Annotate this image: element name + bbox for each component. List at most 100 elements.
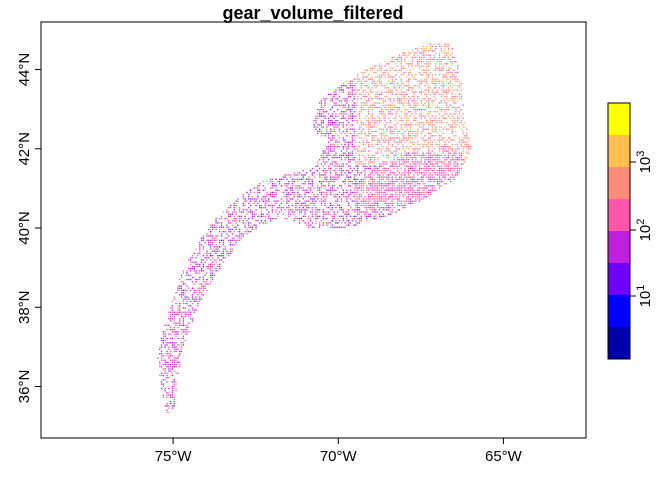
- raster-cell: [266, 180, 268, 183]
- raster-cell: [170, 394, 172, 396]
- raster-cell: [331, 130, 333, 133]
- raster-cell: [451, 93, 453, 95]
- raster-cell: [413, 106, 415, 109]
- raster-cell: [404, 189, 406, 191]
- raster-cell: [417, 63, 419, 65]
- raster-cell: [444, 54, 446, 56]
- raster-cell: [398, 100, 401, 102]
- raster-cell: [455, 124, 457, 126]
- raster-cell: [438, 150, 441, 152]
- raster-cell: [191, 255, 194, 257]
- raster-cell: [346, 215, 348, 217]
- raster-cell: [324, 150, 326, 152]
- raster-cell: [378, 180, 381, 183]
- raster-cell: [446, 150, 448, 152]
- raster-cell: [346, 220, 348, 222]
- raster-cell: [186, 329, 188, 331]
- raster-cell: [400, 156, 402, 159]
- raster-cell: [304, 196, 306, 198]
- raster-cell: [313, 119, 315, 122]
- raster-cell: [159, 348, 161, 350]
- raster-cell: [457, 159, 459, 161]
- raster-cell: [449, 54, 452, 56]
- raster-cell: [438, 174, 441, 176]
- raster-cell: [328, 93, 330, 95]
- raster-cell: [393, 189, 395, 191]
- raster-cell: [380, 85, 382, 87]
- raster-cell: [449, 180, 452, 183]
- raster-cell: [331, 146, 333, 148]
- raster-cell: [351, 109, 353, 111]
- raster-cell: [340, 143, 343, 146]
- raster-cell: [353, 85, 355, 87]
- raster-cell: [400, 124, 402, 126]
- raster-cell: [428, 189, 430, 191]
- raster-cell: [417, 196, 419, 198]
- raster-cell: [246, 228, 248, 231]
- raster-cell: [326, 180, 328, 183]
- raster-cell: [369, 167, 372, 170]
- raster-cell: [195, 298, 197, 300]
- raster-cell: [348, 109, 350, 111]
- raster-cell: [351, 217, 353, 220]
- raster-cell: [384, 215, 386, 217]
- raster-cell: [348, 161, 350, 163]
- raster-cell: [411, 74, 413, 76]
- raster-cell: [273, 204, 275, 207]
- raster-cell: [333, 189, 335, 191]
- raster-cell: [384, 76, 386, 78]
- raster-cell: [349, 93, 352, 95]
- raster-cell: [404, 100, 406, 102]
- raster-cell: [440, 100, 442, 102]
- raster-cell: [244, 217, 246, 220]
- raster-cell: [322, 211, 324, 213]
- raster-cell: [242, 196, 244, 198]
- raster-cell: [458, 113, 461, 115]
- raster-cell: [349, 95, 352, 98]
- raster-cell: [235, 204, 237, 207]
- raster-cell: [360, 211, 362, 213]
- raster-cell: [208, 283, 210, 285]
- raster-cell: [435, 106, 437, 109]
- raster-cell: [417, 191, 419, 194]
- raster-cell: [402, 178, 404, 180]
- raster-cell: [404, 202, 406, 204]
- raster-cell: [462, 124, 464, 126]
- raster-cell: [406, 76, 408, 78]
- raster-cell: [349, 80, 352, 82]
- raster-cell: [293, 172, 295, 174]
- raster-cell: [408, 80, 410, 82]
- raster-cell: [275, 189, 277, 191]
- raster-cell: [328, 137, 330, 139]
- raster-cell: [411, 187, 413, 189]
- raster-cell: [413, 196, 415, 198]
- raster-cell: [168, 324, 170, 326]
- raster-cell: [382, 183, 384, 185]
- raster-cell: [389, 122, 392, 124]
- raster-cell: [397, 91, 399, 93]
- raster-cell: [190, 274, 192, 276]
- raster-cell: [433, 178, 435, 180]
- raster-cell: [424, 128, 426, 130]
- raster-cell: [308, 224, 310, 226]
- raster-cell: [382, 128, 384, 130]
- raster-cell: [400, 80, 402, 82]
- raster-cell: [229, 215, 232, 217]
- raster-cell: [417, 124, 419, 126]
- raster-cell: [438, 119, 441, 122]
- raster-cell: [418, 165, 421, 167]
- raster-cell: [320, 100, 323, 102]
- raster-cell: [462, 139, 464, 141]
- raster-cell: [371, 115, 373, 117]
- raster-cell: [353, 187, 355, 189]
- raster-cell: [424, 91, 426, 93]
- raster-cell: [208, 265, 210, 268]
- raster-cell: [393, 128, 395, 130]
- raster-cell: [457, 167, 459, 170]
- raster-cell: [369, 174, 372, 176]
- raster-cell: [388, 104, 390, 106]
- raster-cell: [428, 74, 430, 76]
- raster-cell: [368, 111, 370, 113]
- raster-cell: [431, 159, 433, 161]
